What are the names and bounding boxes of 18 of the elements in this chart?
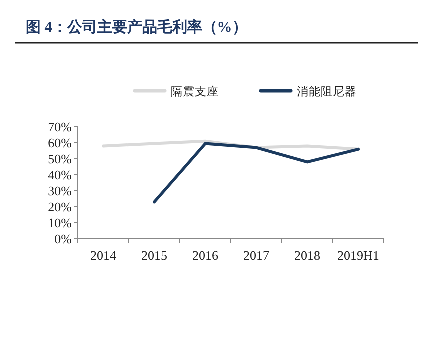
y-tick-label: 60%	[48, 136, 72, 150]
x-tick-label: 2018	[294, 248, 320, 263]
y-tick-label: 10%	[48, 216, 72, 230]
y-tick-label: 30%	[48, 184, 72, 198]
line-series	[153, 142, 360, 204]
x-tick-label: 2016	[192, 248, 219, 263]
legend-label: 消能阻尼器	[297, 86, 357, 98]
legend-label: 隔震支座	[171, 84, 219, 98]
x-tick-label: 2014	[90, 248, 117, 263]
y-tick-label: 20%	[48, 200, 72, 214]
x-tick-label: 2019H1	[338, 248, 380, 263]
y-tick-label: 50%	[48, 152, 72, 166]
y-tick-label: 70%	[48, 120, 72, 134]
y-tick-label: 40%	[48, 168, 72, 182]
chart-title: 图 4：公司主要产品毛利率（%）	[26, 18, 248, 36]
x-tick-label: 2015	[142, 248, 168, 263]
x-tick-label: 2017	[244, 248, 270, 263]
y-tick-label: 0%	[54, 232, 72, 246]
